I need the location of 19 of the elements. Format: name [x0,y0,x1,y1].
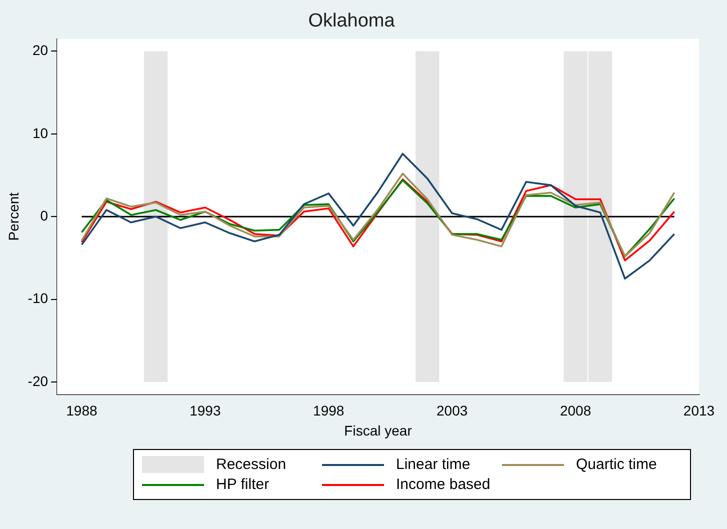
legend-label: Linear time [396,456,470,473]
y-tick-label: -20 [28,372,48,389]
y-tick-label: 10 [32,124,48,141]
legend-label: HP filter [216,476,270,493]
x-tick-label: 2013 [683,402,715,419]
x-axis-title: Fiscal year [344,422,412,438]
legend-label: Recession [216,456,286,473]
y-tick-label: 0 [40,207,48,224]
x-tick-label: 1998 [313,402,344,419]
chart-title: Oklahoma [308,10,396,32]
x-tick-label: 2003 [436,402,468,419]
x-tick-label: 1993 [190,402,221,419]
y-tick-label: 20 [32,42,48,58]
legend-label: Quartic time [576,456,657,473]
y-tick-label: -10 [28,290,48,306]
y-axis-title: Percent [5,192,22,241]
x-tick-label: 2008 [560,402,592,419]
legend-label: Income based [396,476,490,493]
x-tick-label: 1988 [66,402,98,419]
